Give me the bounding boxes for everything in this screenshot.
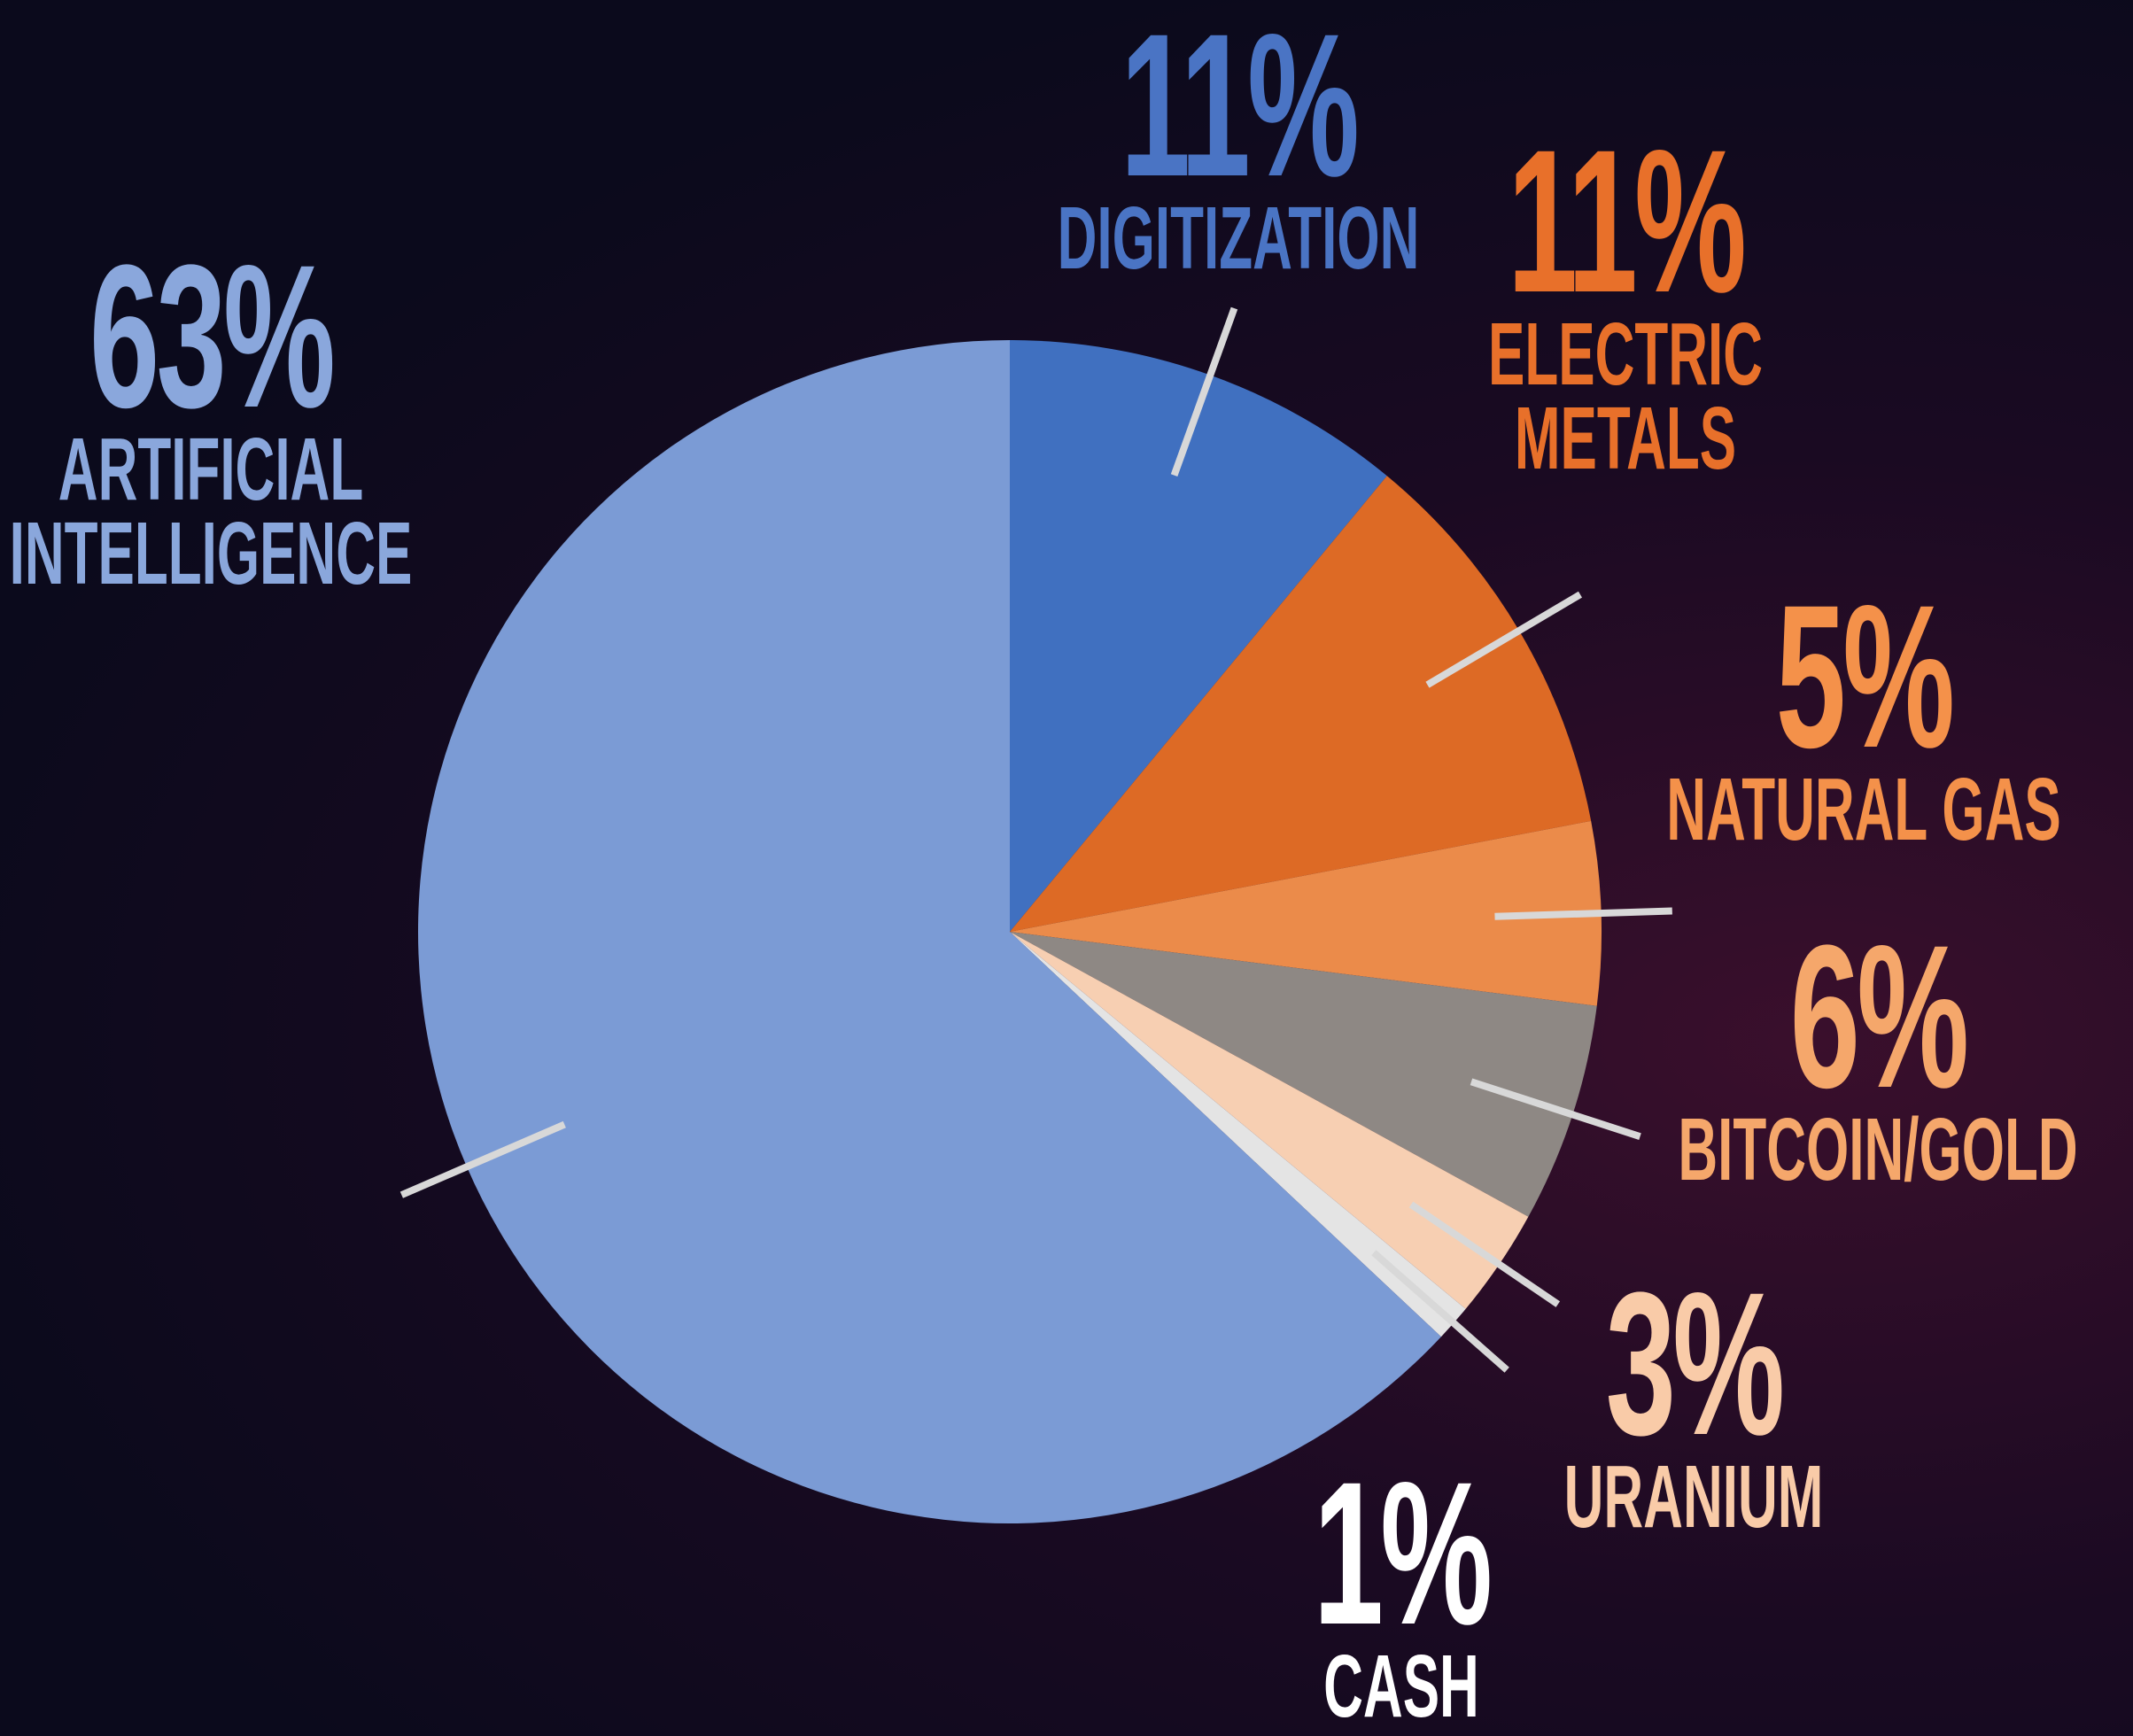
value-label: 3% xyxy=(1564,1272,1824,1455)
value-label: 11% xyxy=(1450,129,1802,313)
value-label: 11% xyxy=(1058,13,1420,197)
slice-label: 1%CASH xyxy=(1314,1461,1490,1729)
value-label: 1% xyxy=(1314,1461,1490,1645)
slice-label: 11%ELECTRIC METALS xyxy=(1450,129,1802,481)
slice-label: 6%BITCOIN/GOLD xyxy=(1678,925,2077,1192)
slice-label: 11%DIGITIZATION xyxy=(1058,13,1420,281)
category-label: CASH xyxy=(1314,1645,1490,1729)
value-label: 5% xyxy=(1666,585,2060,768)
category-label: ARTIFICIAL INTELLIGENCE xyxy=(0,428,458,596)
category-label: URANIUM xyxy=(1564,1455,1824,1539)
category-label: ELECTRIC METALS xyxy=(1450,313,1802,481)
slice-label: 63%ARTIFICIAL INTELLIGENCE xyxy=(0,244,458,596)
slice-label: 3%URANIUM xyxy=(1564,1272,1824,1539)
category-label: BITCOIN/GOLD xyxy=(1678,1108,2077,1192)
slice-label: 5%NATURAL GAS xyxy=(1666,585,2060,852)
value-label: 63% xyxy=(0,244,458,428)
value-label: 6% xyxy=(1678,925,2077,1108)
page: (() => { const data = JSON.parse(documen… xyxy=(0,0,2133,1736)
category-label: NATURAL GAS xyxy=(1666,768,2060,852)
category-label: DIGITIZATION xyxy=(1058,197,1420,281)
